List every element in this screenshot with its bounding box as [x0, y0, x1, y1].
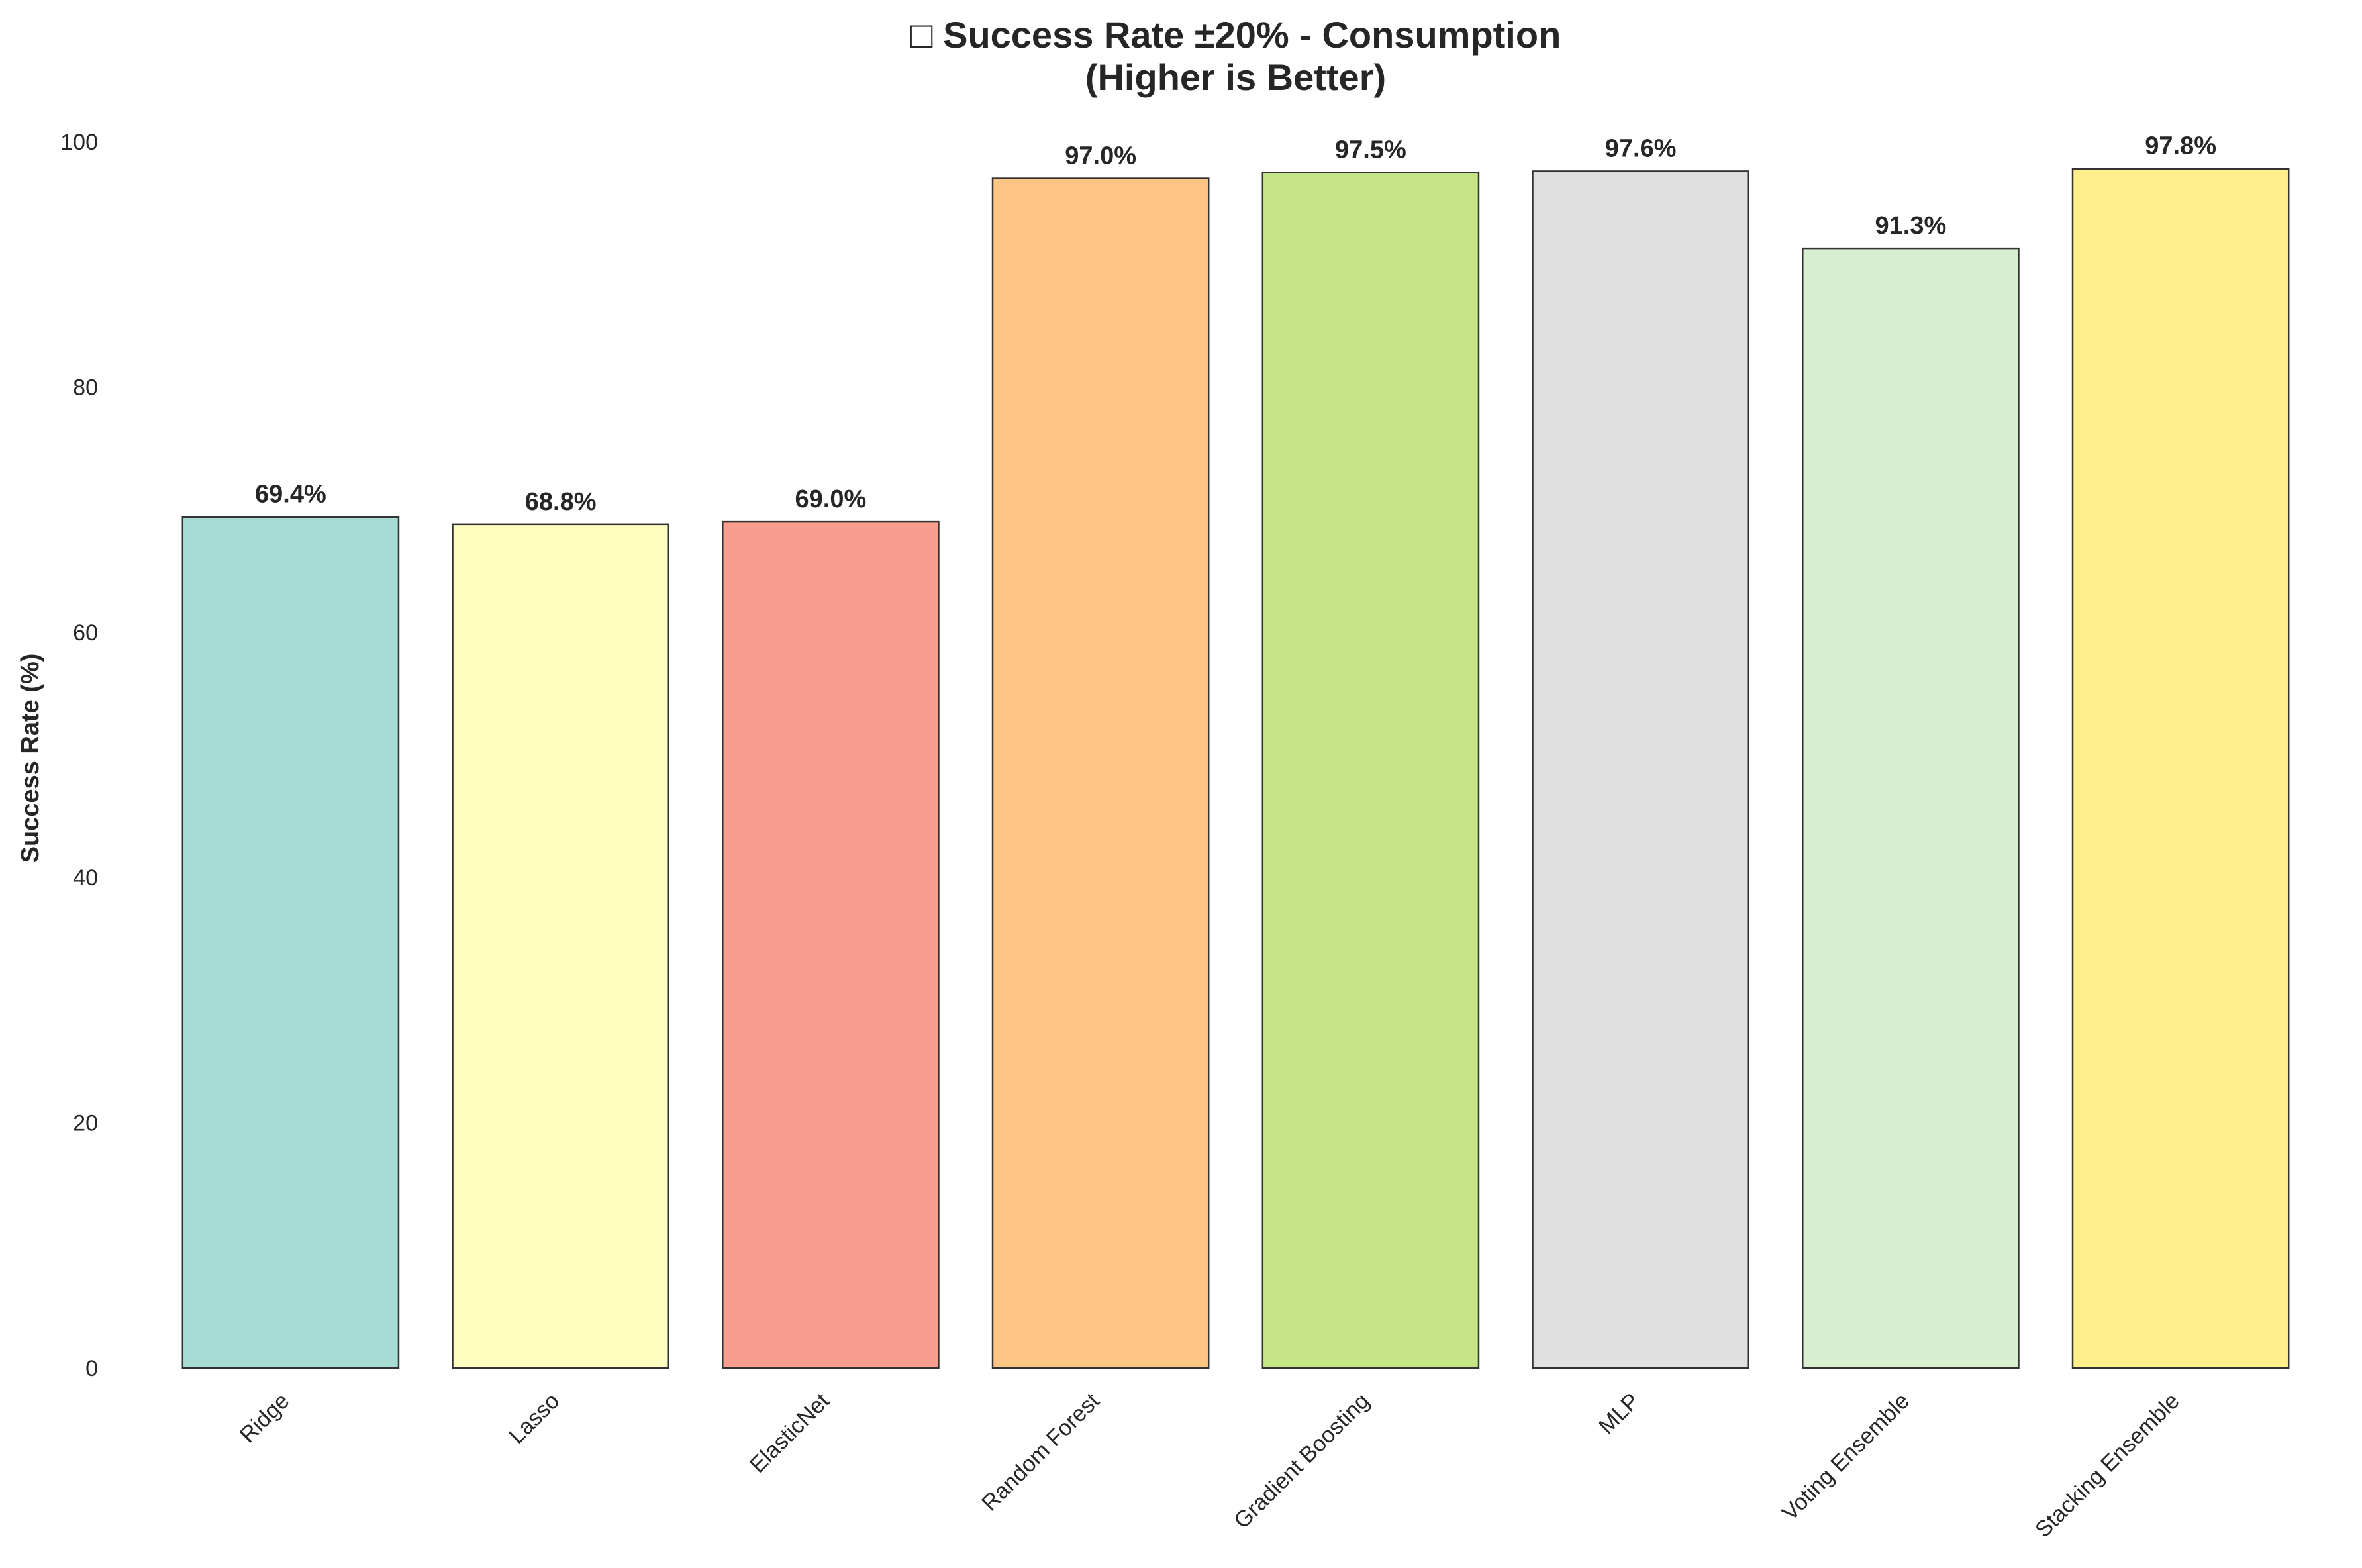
bar-ridge [181, 516, 400, 1369]
x-tick-label: Gradient Boosting [1229, 1389, 1374, 1534]
value-label: 97.8% [2145, 132, 2216, 160]
value-label: 97.5% [1335, 136, 1406, 164]
y-tick-label: 80 [73, 375, 98, 400]
value-label: 69.4% [255, 481, 326, 509]
bar-random-forest [991, 177, 1210, 1369]
chart-title: □ Success Rate ±20% - Consumption [910, 14, 1561, 56]
y-tick-label: 60 [73, 620, 98, 646]
bar-elasticnet [722, 520, 940, 1369]
value-label: 69.0% [795, 485, 867, 513]
x-tick-label: MLP [1594, 1389, 1644, 1439]
bar-lasso [452, 523, 669, 1369]
value-label: 91.3% [1875, 212, 1947, 240]
bar-gradient-boosting [1261, 172, 1480, 1369]
y-axis-ticks: 0 20 40 60 80 100 [60, 130, 98, 1381]
bar-voting-ensemble [1802, 247, 2020, 1369]
x-axis-ticks: Ridge Lasso ElasticNet Random Forest Gradien… [235, 1388, 2185, 1542]
y-tick-label: 40 [73, 865, 98, 891]
value-label: 68.8% [525, 488, 597, 516]
x-tick-label: Lasso [504, 1389, 564, 1449]
chart-subtitle: (Higher is Better) [1085, 56, 1386, 98]
x-tick-label: Stacking Ensemble [2030, 1389, 2185, 1543]
bar-stacking-ensemble [2071, 168, 2290, 1369]
x-tick-label: Ridge [235, 1389, 295, 1448]
x-tick-label: Voting Ensemble [1777, 1389, 1914, 1526]
y-tick-label: 20 [73, 1111, 98, 1136]
y-tick-label: 100 [60, 130, 98, 155]
bar-mlp [1532, 170, 1749, 1369]
y-tick-label: 0 [85, 1356, 98, 1381]
value-labels-group: 69.4% 68.8% 69.0% 97.0% 97.5% 97.6% 91.3% 97.8% [255, 132, 2216, 516]
y-axis-label: Success Rate (%) [17, 654, 44, 863]
x-tick-label: Random Forest [977, 1388, 1105, 1516]
bars-group [181, 168, 2290, 1369]
value-label: 97.0% [1065, 142, 1136, 170]
value-label: 97.6% [1605, 134, 1677, 162]
x-tick-label: ElasticNet [745, 1388, 834, 1477]
